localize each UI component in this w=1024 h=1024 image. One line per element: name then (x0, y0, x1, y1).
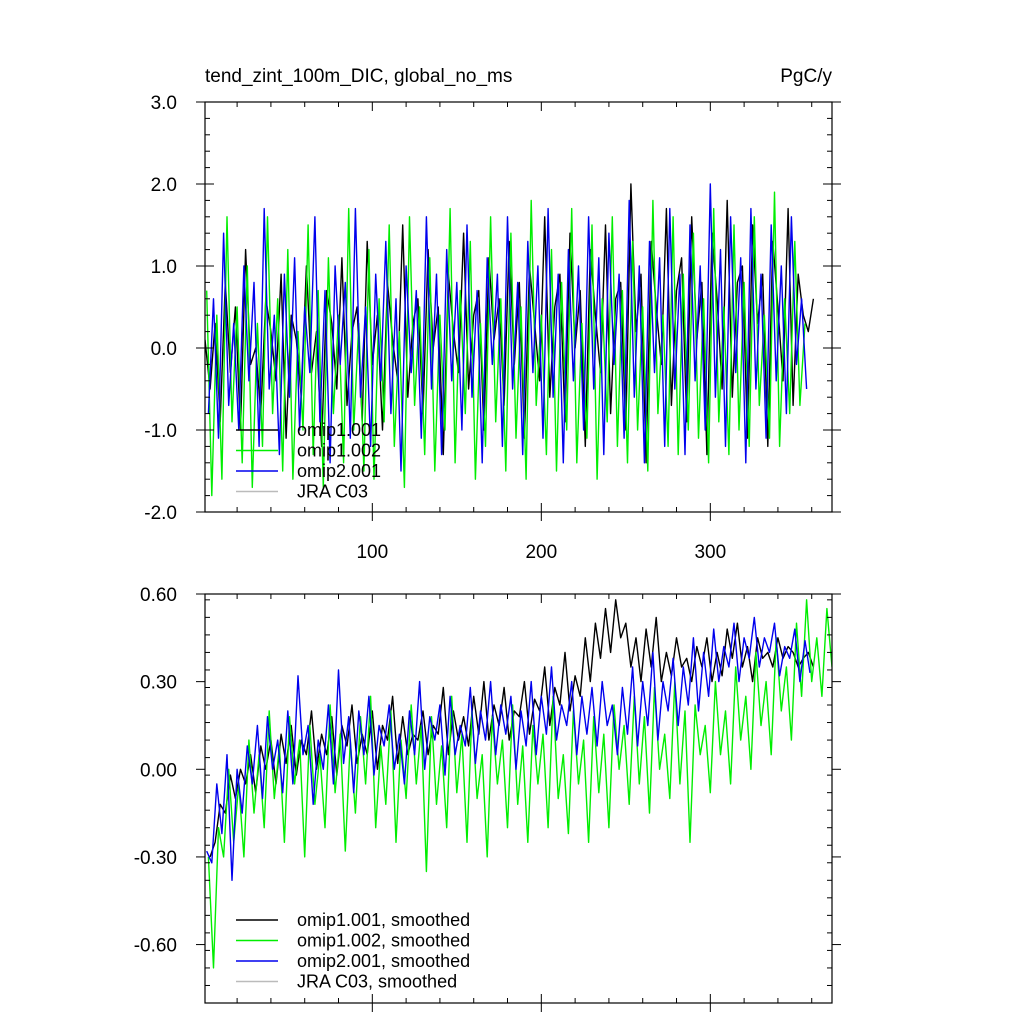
series-line-omip1-002-smoothed (207, 599, 832, 969)
bottom-panel: -0.60 -0.30 0.00 0.30 0.60 omip1.001, smoothe… (134, 585, 841, 1012)
legend-label: omip1.001, smoothed (297, 910, 470, 930)
chart-title: tend_zint_100m_DIC, global_no_ms (205, 66, 512, 87)
plot-frame (204, 101, 833, 513)
plot-frame (204, 593, 833, 1004)
y-tick-label: 0.60 (140, 585, 177, 606)
x-tick-label: 200 (525, 542, 557, 563)
y-tick-label: 0.30 (140, 673, 177, 694)
series-line-omip2-001 (207, 183, 808, 472)
units-label: PgC/y (780, 66, 832, 87)
y-tick-label: -0.30 (134, 848, 177, 869)
top-panel: 100 200 300 -2.0 -1.0 0.0 1.0 2.0 3.0 tend_zint_1… (144, 66, 841, 563)
y-tick-label: 1.0 (151, 257, 177, 278)
legend-label: omip2.001 (297, 461, 381, 481)
legend-label: omip1.002 (297, 441, 381, 461)
legend-label: omip1.001 (297, 420, 381, 440)
y-tick-label: -2.0 (144, 503, 177, 524)
y-tick-label: -0.60 (134, 936, 177, 957)
y-tick-label: -1.0 (144, 421, 177, 442)
series-line-omip2-001-smoothed (206, 616, 811, 881)
legend-label: JRA C03, smoothed (297, 972, 457, 992)
y-tick-label: 0.0 (151, 339, 177, 360)
y-tick-label: 3.0 (151, 93, 177, 114)
series-line-omip1-002 (206, 191, 806, 497)
x-tick-label: 100 (356, 542, 388, 563)
legend-label: JRA C03 (297, 482, 368, 502)
legend-label: omip1.002, smoothed (297, 931, 470, 951)
x-tick-label: 300 (694, 542, 726, 563)
y-tick-label: 0.00 (140, 760, 177, 781)
legend-label: omip2.001, smoothed (297, 951, 470, 971)
y-tick-label: 2.0 (151, 175, 177, 196)
